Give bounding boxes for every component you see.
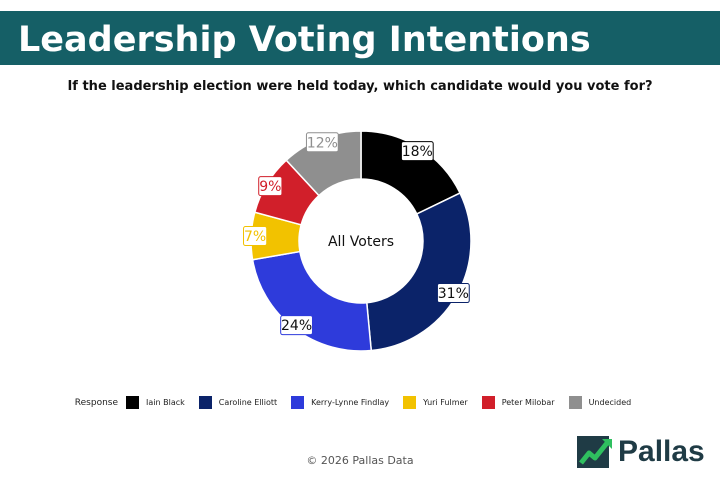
legend-swatch — [568, 396, 582, 409]
legend-label: Yuri Fulmer — [423, 398, 468, 407]
slice-label-peter-milobar: 9% — [258, 176, 283, 197]
legend-swatch — [291, 396, 305, 409]
legend-swatch — [126, 396, 140, 409]
legend-label: Undecided — [588, 398, 632, 407]
legend-label: Kerry-Lynne Findlay — [311, 398, 390, 407]
legend-item-iain-black: Iain Black — [126, 396, 185, 409]
logo-text: Pallas — [618, 435, 705, 468]
pallas-logo: Pallas — [576, 432, 712, 472]
slice-value-label: 12% — [307, 135, 338, 151]
legend-item-kerry-lynne-findlay: Kerry-Lynne Findlay — [291, 396, 389, 409]
legend-label: Peter Milobar — [501, 398, 555, 407]
legend-title: Response — [74, 397, 119, 408]
legend-item-caroline-elliott: Caroline Elliott — [198, 396, 278, 409]
slice-label-kerry-lynne-findlay: 24% — [280, 315, 313, 336]
chart-subtitle: If the leadership election were held tod… — [67, 79, 653, 94]
slice-label-undecided: 12% — [305, 132, 339, 153]
legend-label: Caroline Elliott — [218, 398, 278, 407]
legend-swatch — [481, 396, 495, 409]
slice-value-label: 24% — [281, 318, 312, 334]
page-title: Leadership Voting Intentions — [18, 20, 591, 60]
legend-item-undecided: Undecided — [568, 396, 632, 409]
slice-value-label: 7% — [244, 229, 266, 245]
legend-item-yuri-fulmer: Yuri Fulmer — [403, 396, 468, 409]
legend-label: Iain Black — [146, 398, 185, 407]
legend-swatch — [198, 396, 212, 409]
legend-swatch — [403, 396, 417, 409]
pallas-chart-logo-icon — [577, 436, 612, 468]
footer-copyright: © 2026 Pallas Data — [306, 454, 414, 467]
title-bar — [0, 11, 720, 65]
slice-kerry-lynne-findlay — [251, 250, 373, 352]
slice-value-label: 18% — [402, 144, 433, 160]
chart-center-label: All Voters — [328, 234, 394, 250]
legend-item-peter-milobar: Peter Milobar — [481, 396, 555, 409]
slice-label-yuri-fulmer: 7% — [243, 226, 268, 247]
slice-value-label: 9% — [259, 179, 281, 195]
slice-value-label: 31% — [438, 286, 469, 302]
chart-legend: Response Iain Black Caroline Elliott Kerry… — [0, 396, 720, 409]
slice-caroline-elliott — [365, 192, 472, 352]
slice-label-iain-black: 18% — [400, 141, 434, 162]
slice-label-caroline-elliott: 31% — [436, 283, 470, 304]
